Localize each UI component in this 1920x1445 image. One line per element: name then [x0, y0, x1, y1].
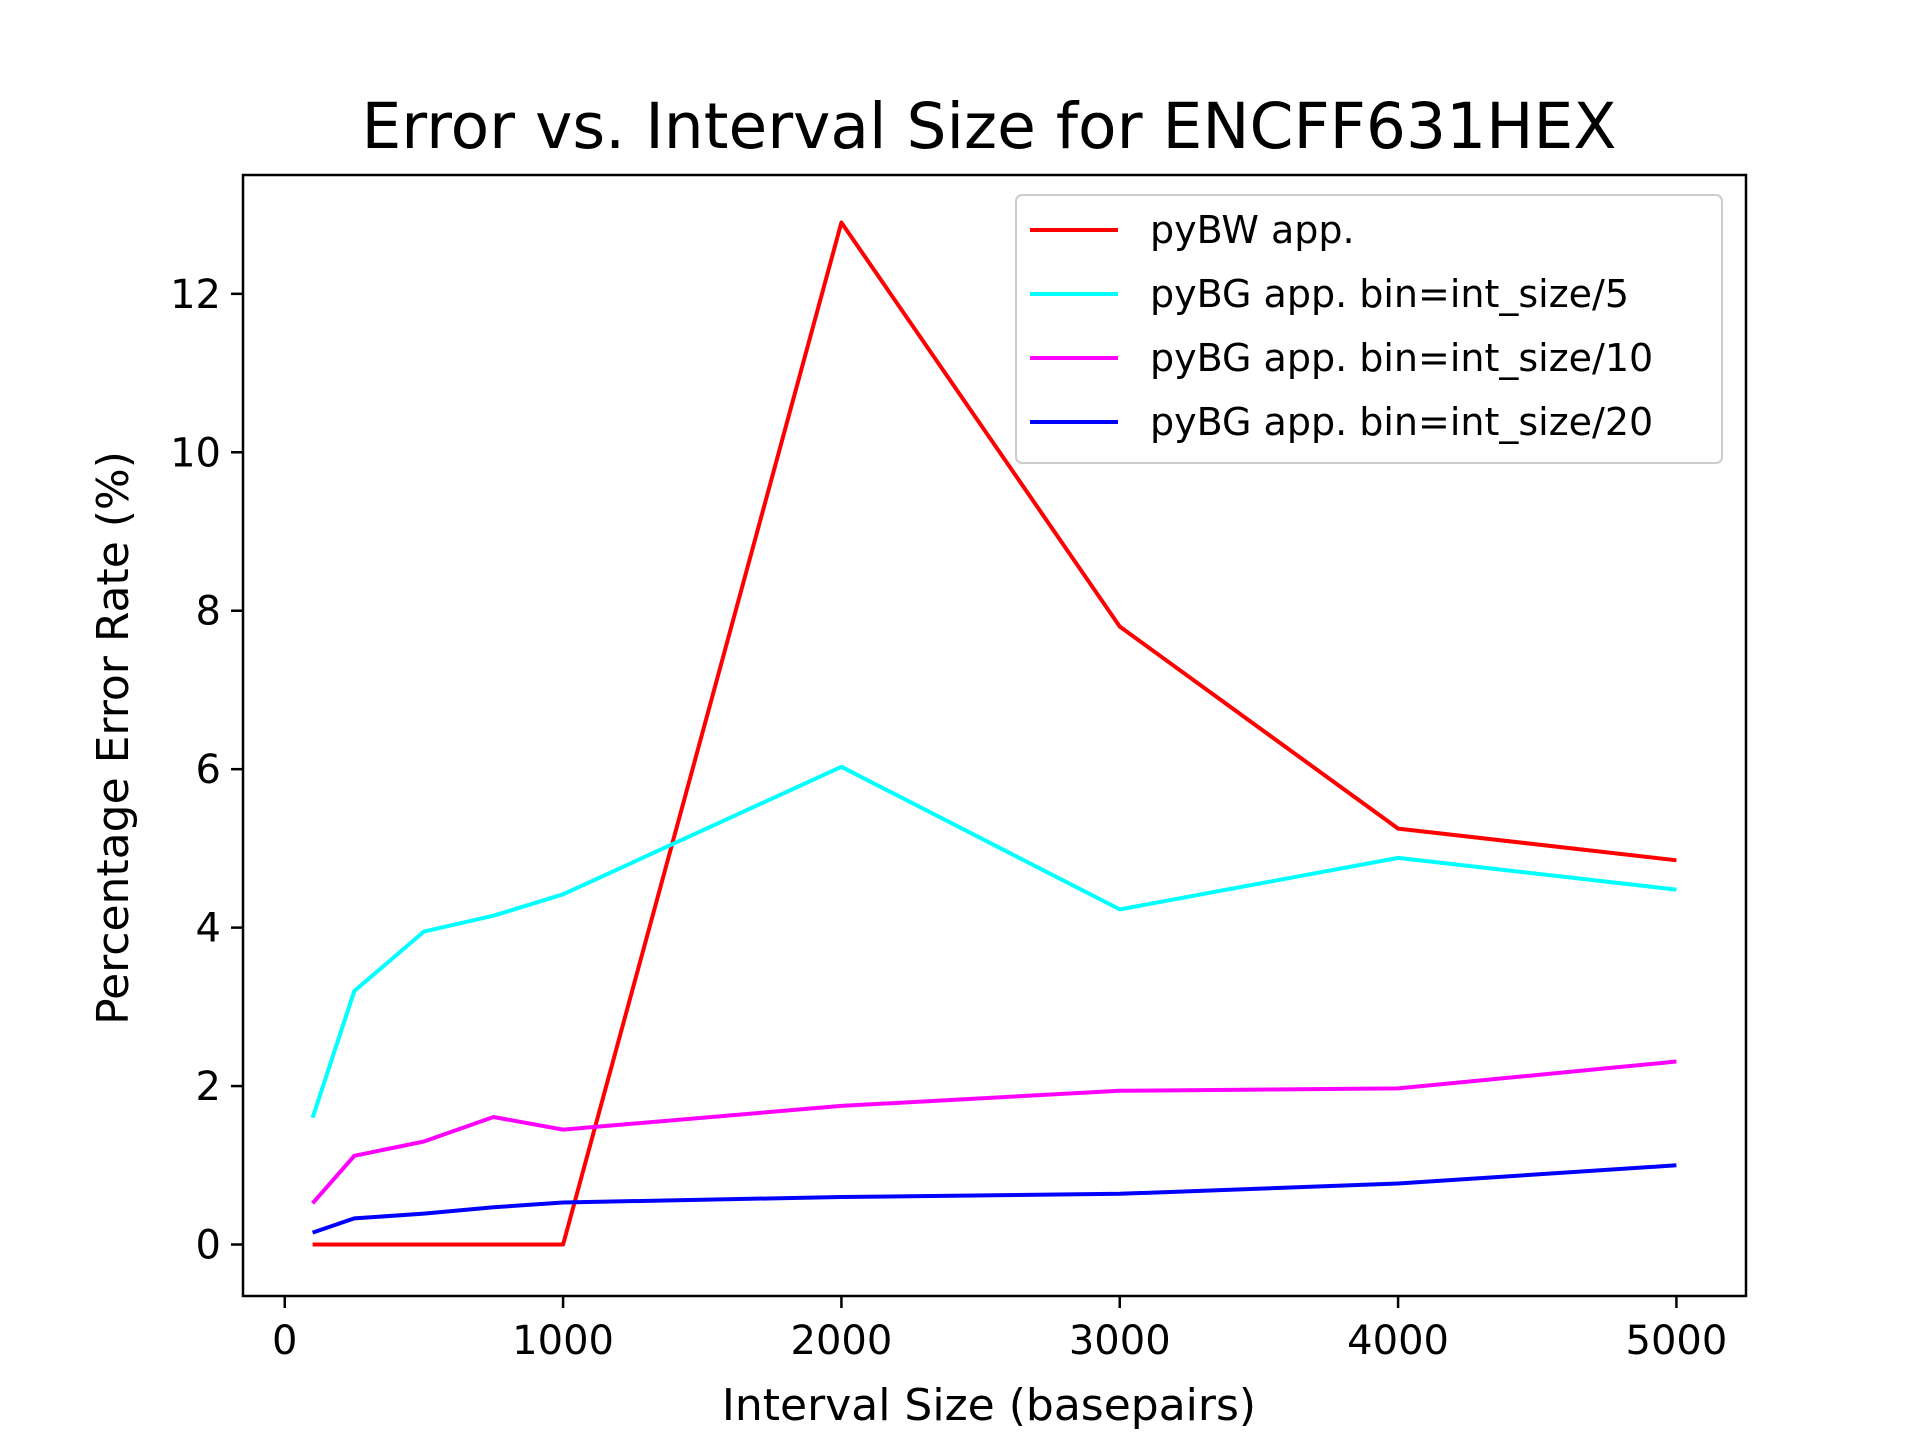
y-tick-label: 6 [196, 747, 221, 793]
x-tick-label: 0 [272, 1318, 297, 1364]
y-tick-label: 12 [170, 272, 221, 318]
chart-title: Error vs. Interval Size for ENCFF631HEX [361, 90, 1616, 163]
legend-label: pyBW app. [1150, 208, 1355, 252]
series-line-0 [312, 220, 1677, 1247]
y-tick-label: 0 [196, 1223, 221, 1269]
y-axis-label: Percentage Error Rate (%) [88, 451, 139, 1025]
x-axis: 0 1000 2000 3000 4000 5000 [272, 1296, 1727, 1364]
x-axis-label: Interval Size (basepairs) [722, 1380, 1256, 1431]
series-line-2 [311, 1059, 1677, 1205]
x-tick-label: 4000 [1347, 1318, 1449, 1364]
y-tick-label: 4 [196, 906, 221, 952]
plot-frame [241, 173, 1748, 1298]
y-axis: 0 2 4 6 8 10 12 [170, 272, 243, 1269]
legend: pyBW app. pyBG app. bin=int_size/5 pyBG ap… [1015, 194, 1723, 464]
x-tick-label: 1000 [512, 1318, 614, 1364]
legend-items: pyBW app. pyBG app. bin=int_size/5 pyBG ap… [1030, 208, 1653, 444]
series-line-1 [310, 764, 1677, 1119]
y-tick-label: 8 [196, 589, 221, 635]
series-layer [310, 220, 1677, 1247]
y-tick-label: 2 [196, 1064, 221, 1110]
series-line-3 [311, 1163, 1677, 1235]
legend-label: pyBG app. bin=int_size/5 [1150, 272, 1629, 316]
x-tick-label: 2000 [791, 1318, 893, 1364]
x-tick-label: 5000 [1626, 1318, 1728, 1364]
legend-box [1015, 194, 1723, 464]
legend-label: pyBG app. bin=int_size/10 [1150, 336, 1653, 380]
legend-label: pyBG app. bin=int_size/20 [1150, 400, 1653, 444]
x-tick-label: 3000 [1069, 1318, 1171, 1364]
y-tick-label: 10 [170, 430, 221, 476]
